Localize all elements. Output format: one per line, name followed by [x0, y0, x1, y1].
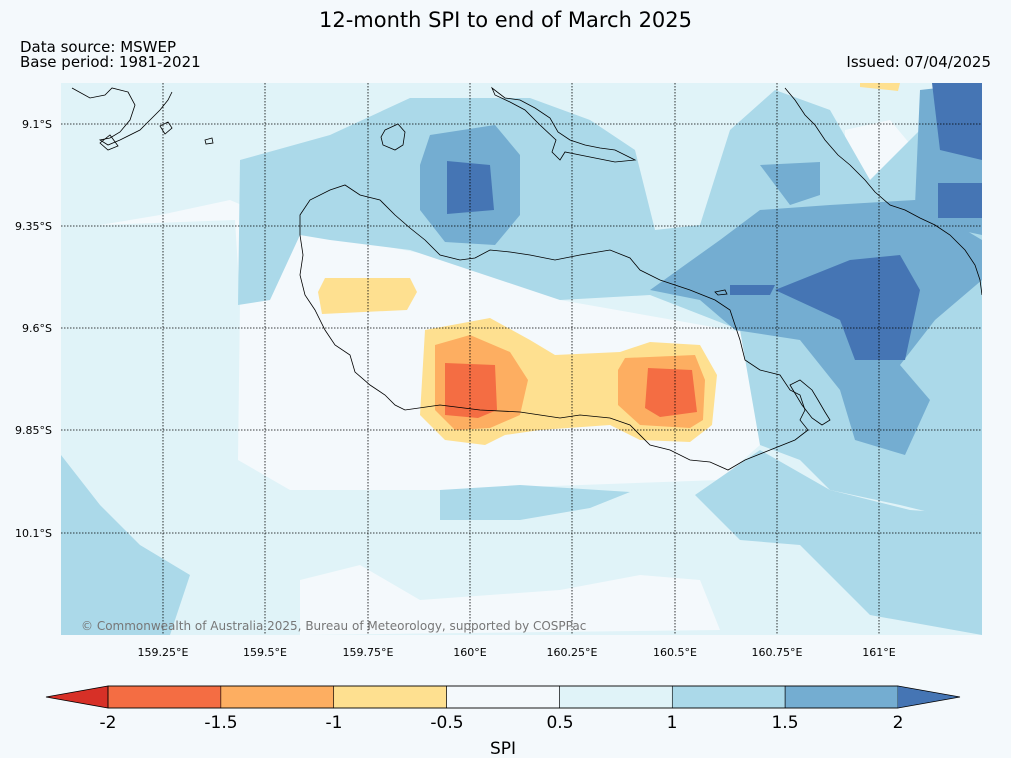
colorbar-tick-label: -2	[100, 713, 117, 733]
island-coastline-savo	[380, 123, 406, 151]
island-coastline-guadalcanal	[299, 184, 809, 471]
lat-label: 10.1°S	[15, 527, 52, 540]
spi-region-extreme-wet-east-strip	[730, 285, 775, 295]
colorbar-tick-label: 0.5	[546, 713, 573, 733]
lon-label: 160.25°E	[547, 646, 598, 659]
lat-label: 9.85°S	[15, 424, 52, 437]
spi-region-extreme-wet-east	[775, 255, 920, 360]
colorbar-outline	[45, 685, 961, 709]
colorbar-bin	[784, 685, 899, 709]
lon-label: 160.75°E	[752, 646, 803, 659]
lon-label: 159.75°E	[343, 646, 394, 659]
colorbar-tick-label: 1.5	[771, 713, 798, 733]
spi-region-near-normal-south	[300, 565, 720, 635]
colorbar: -2 -1.5 -1 -0.5 0.5 1 1.5 2 SPI	[45, 685, 961, 758]
base-period-text: Base period: 1981-2021	[20, 53, 201, 71]
spi-region-very-wet-ne	[760, 162, 820, 205]
spi-region-severely-dry	[445, 363, 497, 418]
colorbar-title: SPI	[490, 739, 516, 758]
copyright-text: © Commonwealth of Australia 2025, Bureau…	[81, 619, 586, 633]
coastline-layer	[71, 86, 982, 471]
spi-region-wet-se	[695, 450, 982, 635]
map-metadata-left: Data source: MSWEP Base period: 1981-202…	[20, 40, 201, 70]
colorbar-tick-label: -1.5	[204, 713, 237, 733]
colorbar-bin	[446, 685, 560, 709]
colorbar-tick-label: -0.5	[430, 713, 463, 733]
colorbar-bin	[559, 685, 673, 709]
colorbar-bin	[333, 685, 447, 709]
colorbar-bin	[671, 685, 786, 709]
graticule	[61, 83, 982, 635]
spi-region-wet-band	[440, 485, 630, 520]
data-source-text: Data source: MSWEP	[20, 38, 177, 56]
colorbar-tick-label: -1	[326, 713, 343, 733]
spi-region-dry-ne	[860, 83, 900, 91]
lon-label: 159.25°E	[138, 646, 189, 659]
colorbar-bin	[220, 685, 335, 709]
lat-label: 9.6°S	[22, 322, 52, 335]
island-coastline-east-small	[714, 289, 831, 426]
colorbar-bin	[107, 685, 222, 709]
issued-date-text: Issued: 07/04/2025	[846, 53, 991, 71]
lat-label: 9.1°S	[22, 118, 52, 131]
longitude-labels: 159.25°E 159.5°E 159.75°E 160°E 160.25°E…	[138, 646, 896, 659]
spi-map-panel: © Commonwealth of Australia 2025, Bureau…	[61, 83, 982, 635]
colorbar-ticks: -2 -1.5 -1 -0.5 0.5 1 1.5 2	[100, 713, 904, 733]
spi-region-dry-west	[318, 278, 417, 314]
spi-region-extreme-wet-ne2	[938, 183, 982, 218]
colorbar-swatches	[46, 685, 960, 709]
colorbar-extend-low	[46, 686, 108, 708]
island-coastline-malaita	[784, 87, 982, 296]
colorbar-tick-label: 2	[893, 713, 904, 733]
colorbar-extend-high	[898, 686, 960, 708]
lon-label: 160.5°E	[653, 646, 697, 659]
lon-label: 159.5°E	[243, 646, 287, 659]
island-coastline-malaita-west	[491, 86, 637, 163]
latitude-labels: 9.1°S 9.35°S 9.6°S 9.85°S 10.1°S	[15, 118, 52, 540]
map-title: 12-month SPI to end of March 2025	[318, 8, 693, 32]
spi-region-severely-dry-east	[645, 368, 697, 417]
lon-label: 160°E	[453, 646, 486, 659]
colorbar-tick-label: 1	[667, 713, 678, 733]
spi-region-wet-sw	[61, 455, 190, 635]
lon-label: 161°E	[862, 646, 895, 659]
island-coastline-nggela	[71, 87, 173, 151]
spi-region-extreme-wet-north	[447, 161, 494, 214]
spi-region-extreme-wet-ne	[932, 83, 982, 160]
lat-label: 9.35°S	[15, 220, 52, 233]
